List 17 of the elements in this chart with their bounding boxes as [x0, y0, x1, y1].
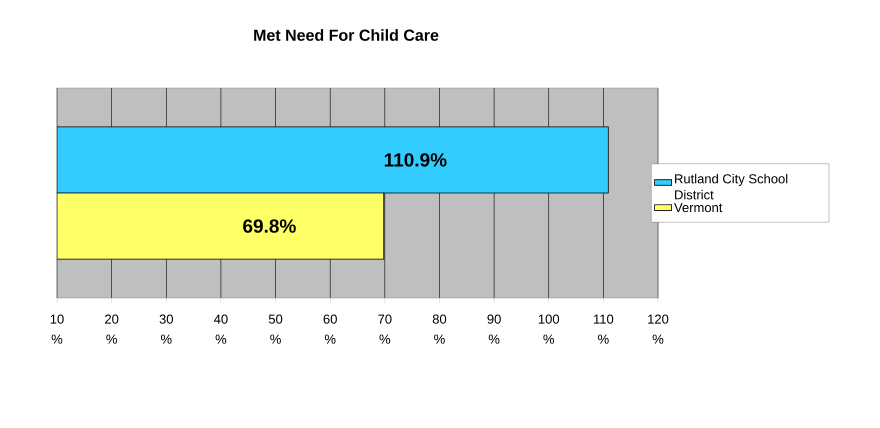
- x-tick-label: 100 %: [538, 314, 560, 344]
- legend-label: Rutland City School District: [675, 174, 788, 200]
- x-tick-label: 40 %: [214, 314, 228, 344]
- x-tick-label: 90 %: [487, 314, 501, 344]
- data-label: 110.9%: [384, 153, 447, 167]
- x-tick-label: 20 %: [105, 314, 118, 344]
- legend-label: Vermont: [674, 203, 722, 212]
- x-tick-label: 50 %: [268, 314, 282, 344]
- x-tick-label: 70 %: [378, 314, 392, 344]
- data-label: 69.8%: [243, 219, 296, 233]
- x-tick-label: 30 %: [160, 314, 173, 344]
- x-tick-label: 60 %: [324, 314, 337, 344]
- x-tick-label: 110 %: [594, 314, 614, 344]
- x-tick-label: 80 %: [432, 314, 446, 344]
- x-tick-label: 10 %: [50, 314, 64, 344]
- x-tick-label: 120 %: [648, 314, 668, 344]
- chart-title: Met Need For Child Care: [254, 29, 438, 41]
